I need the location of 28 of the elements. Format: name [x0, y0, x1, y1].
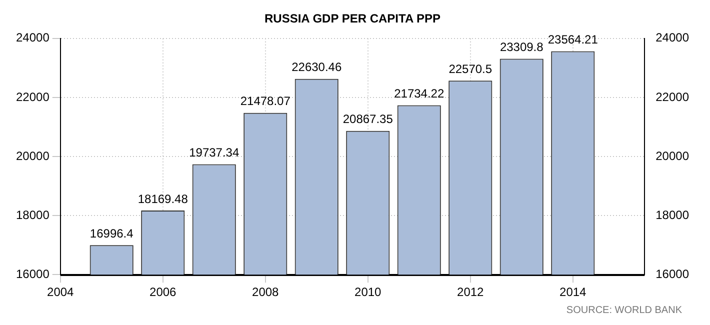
data-label: 22570.5 [448, 62, 492, 76]
data-label: 22630.46 [292, 60, 342, 74]
x-tick-label: 2008 [252, 285, 280, 300]
x-tick-label: 2010 [354, 285, 382, 300]
data-label: 23564.21 [548, 32, 598, 47]
y2-tick-label: 22000 [656, 90, 690, 104]
data-label: 21734.22 [394, 86, 444, 101]
data-label: 16996.4 [90, 226, 134, 240]
y2-tick-label: 20000 [656, 148, 690, 163]
source-note: SOURCE: WORLD BANK [566, 304, 682, 316]
y2-tick-label: 18000 [656, 208, 690, 222]
y-tick-label: 20000 [16, 148, 50, 163]
x-tick-label: 2012 [457, 285, 484, 300]
y2-tick-label: 24000 [656, 30, 690, 45]
data-label: 20867.35 [342, 112, 394, 126]
x-tick-label: 2006 [150, 285, 177, 300]
chart-title: RUSSIA GDP PER CAPITA PPP [264, 12, 441, 26]
data-label: 18169.48 [138, 192, 188, 206]
y2-tick-label: 16000 [656, 266, 690, 281]
y-tick-label: 18000 [16, 208, 50, 222]
y-tick-label: 16000 [16, 266, 50, 281]
data-label: 23309.8 [500, 40, 544, 54]
x-tick-label: 2004 [47, 285, 74, 300]
y-tick-label: 22000 [16, 90, 50, 104]
data-label: 21478.07 [240, 94, 291, 108]
x-tick-label: 2014 [560, 285, 587, 300]
data-label: 19737.34 [189, 146, 240, 160]
y-tick-label: 24000 [16, 30, 50, 45]
